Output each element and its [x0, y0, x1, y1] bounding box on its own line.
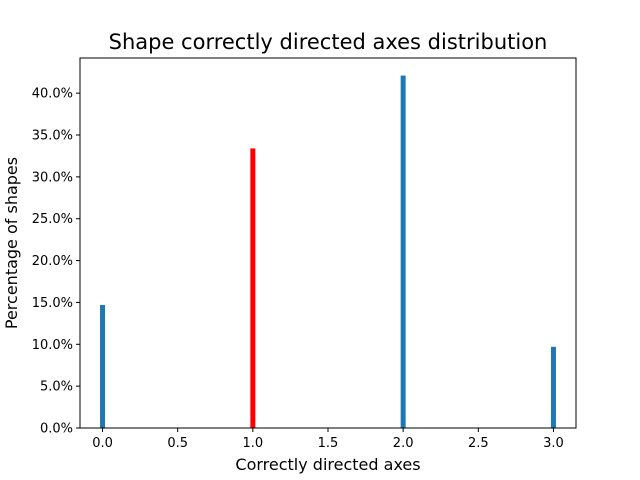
- x-tick-label: 3.0: [543, 436, 564, 451]
- x-tick-label: 1.5: [318, 436, 339, 451]
- y-tick-label: 10.0%: [32, 338, 73, 353]
- y-tick-label: 30.0%: [32, 170, 73, 185]
- x-tick-label: 0.5: [167, 436, 188, 451]
- y-tick-label: 40.0%: [32, 87, 73, 102]
- x-axis-label: Correctly directed axes: [235, 455, 420, 474]
- bar-2: [400, 75, 406, 428]
- y-tick-label: 25.0%: [32, 212, 73, 227]
- y-tick-label: 20.0%: [32, 254, 73, 269]
- bars-group: [100, 75, 556, 428]
- y-tick-label: 15.0%: [32, 296, 73, 311]
- x-tick-label: 0.0: [92, 436, 113, 451]
- x-tick-label: 2.0: [393, 436, 414, 451]
- y-tick-label: 0.0%: [40, 422, 73, 437]
- y-axis-ticks: 0.0% 5.0% 10.0% 15.0% 20.0% 25.0% 30.0% 35.0% 40…: [32, 87, 80, 437]
- x-axis-ticks: 0.0 0.5 1.0 1.5 2.0 2.5 3.0: [92, 428, 564, 451]
- chart-title: Shape correctly directed axes distributi…: [109, 30, 548, 54]
- bar-1: [250, 148, 256, 428]
- x-tick-label: 1.0: [243, 436, 264, 451]
- plot-frame: [79, 57, 577, 429]
- y-tick-label: 35.0%: [32, 129, 73, 144]
- bar-0: [100, 304, 106, 428]
- bar-3: [550, 346, 556, 428]
- y-axis-label: Percentage of shapes: [2, 157, 21, 329]
- y-tick-label: 5.0%: [40, 380, 73, 395]
- x-tick-label: 2.5: [468, 436, 489, 451]
